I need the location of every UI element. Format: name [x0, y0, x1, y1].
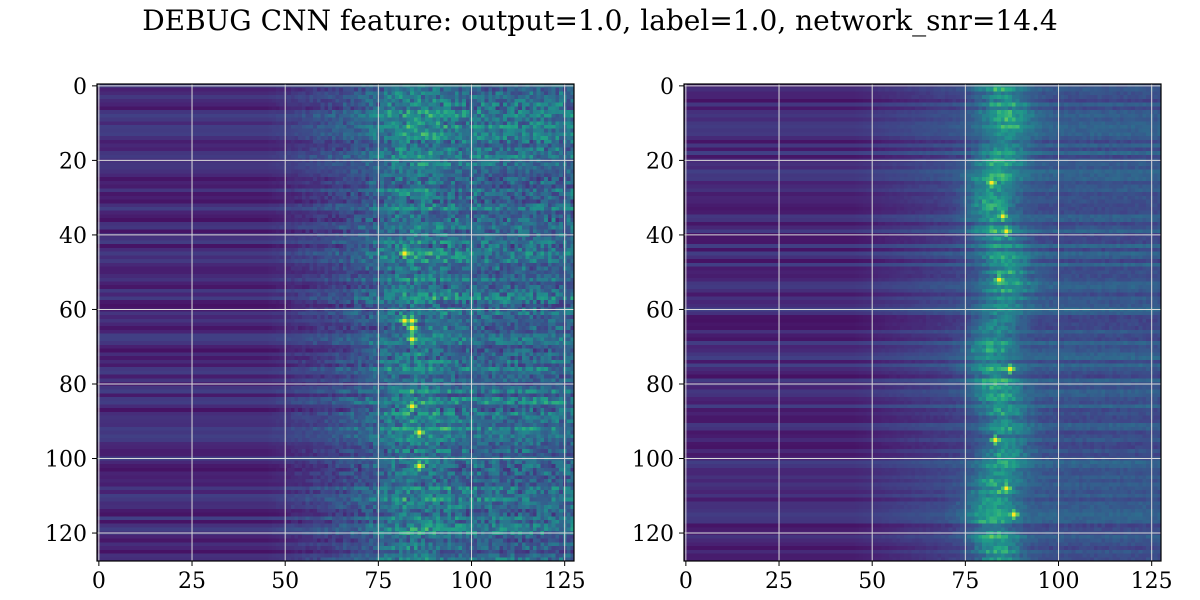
- figure: DEBUG CNN feature: output=1.0, label=1.0…: [0, 0, 1200, 600]
